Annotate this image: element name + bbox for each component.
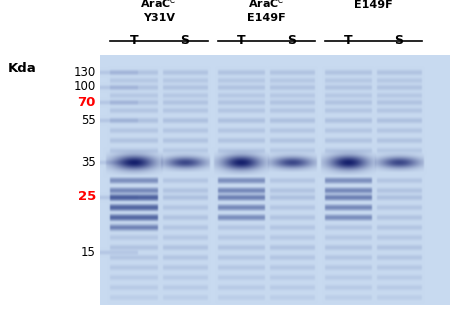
Text: Kda: Kda [8, 61, 37, 75]
Text: T: T [130, 34, 138, 47]
Text: AraC$^C$
Y31V: AraC$^C$ Y31V [140, 0, 178, 23]
Text: S: S [181, 34, 190, 47]
Text: 70: 70 [78, 95, 96, 108]
Text: S: S [394, 34, 404, 47]
Text: T: T [344, 34, 352, 47]
Text: 35: 35 [81, 156, 96, 169]
Text: 130: 130 [74, 66, 96, 78]
Text: 15: 15 [81, 245, 96, 259]
Text: 25: 25 [78, 190, 96, 204]
Text: S: S [287, 34, 297, 47]
Text: T: T [237, 34, 245, 47]
Text: 55: 55 [81, 114, 96, 126]
Text: AraC$^C$
E149F: AraC$^C$ E149F [247, 0, 286, 23]
Text: 100: 100 [74, 81, 96, 93]
Text: AraC$^C$
Y31V
E149F: AraC$^C$ Y31V E149F [354, 0, 393, 10]
